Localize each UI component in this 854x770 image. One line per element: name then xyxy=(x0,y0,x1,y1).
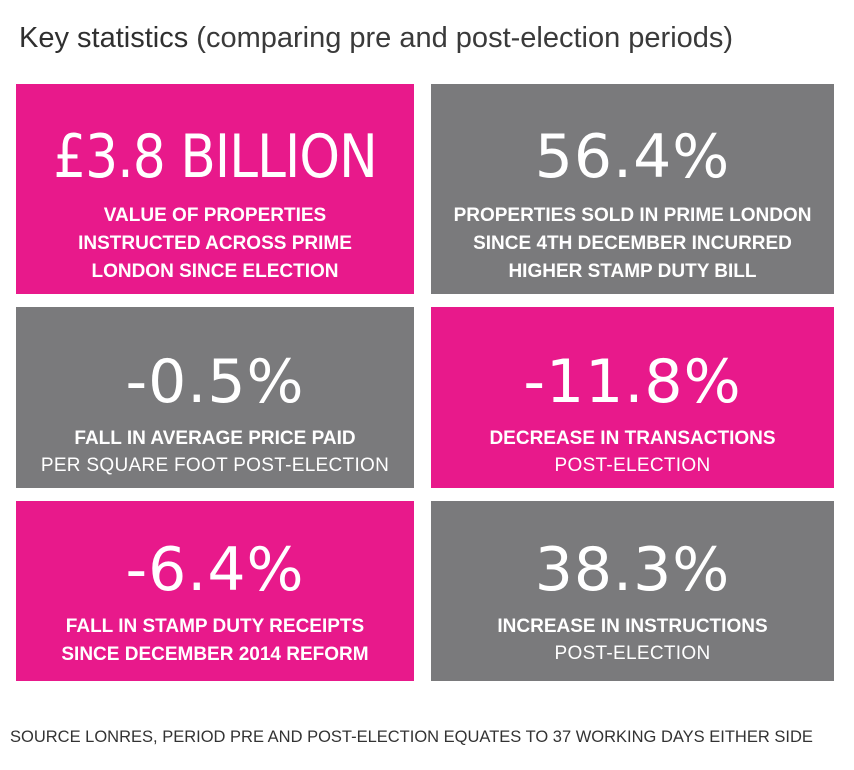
stat-description-line: FALL IN AVERAGE PRICE PAID xyxy=(74,428,356,449)
stat-description-line: SINCE DECEMBER 2014 REFORM xyxy=(61,644,369,665)
stat-description-line: INSTRUCTED ACROSS PRIME xyxy=(78,233,352,254)
stat-description-line: LONDON SINCE ELECTION xyxy=(91,261,339,282)
stat-description-subline: POST-ELECTION xyxy=(554,643,711,664)
stat-description-line: DECREASE IN TRANSACTIONS xyxy=(489,428,776,449)
stat-value: 56.4% xyxy=(534,122,731,192)
stat-tile-property-value: £3.8 BILLION VALUE OF PROPERTIES INSTRUC… xyxy=(16,84,414,294)
stat-description-line: PROPERTIES SOLD IN PRIME LONDON xyxy=(453,205,812,226)
page-title-main: Key statistics xyxy=(19,22,189,54)
page-title: Key statistics (comparing pre and post-e… xyxy=(19,18,733,58)
stat-value: £3.8 BILLION xyxy=(53,122,377,192)
stat-value: -0.5% xyxy=(125,347,305,417)
page-title-subtitle: (comparing pre and post-election periods… xyxy=(196,22,734,54)
stat-tile-instructions: 38.3% INCREASE IN INSTRUCTIONS POST-ELEC… xyxy=(431,501,834,681)
stat-value: -11.8% xyxy=(523,347,742,417)
stat-description-line: INCREASE IN INSTRUCTIONS xyxy=(497,616,768,637)
stat-tile-transactions: -11.8% DECREASE IN TRANSACTIONS POST-ELE… xyxy=(431,307,834,488)
stat-tile-price-per-sqft: -0.5% FALL IN AVERAGE PRICE PAID PER SQU… xyxy=(16,307,414,488)
stat-value: -6.4% xyxy=(125,535,305,605)
stat-description-subline: POST-ELECTION xyxy=(554,455,711,476)
stat-tile-higher-stamp-duty: 56.4% PROPERTIES SOLD IN PRIME LONDON SI… xyxy=(431,84,834,294)
stat-tile-stamp-duty-receipts: -6.4% FALL IN STAMP DUTY RECEIPTS SINCE … xyxy=(16,501,414,681)
stat-description-line: FALL IN STAMP DUTY RECEIPTS xyxy=(65,616,365,637)
stat-value: 38.3% xyxy=(534,535,731,605)
stat-description-line: SINCE 4TH DECEMBER INCURRED xyxy=(473,233,792,254)
stat-description-subline: PER SQUARE FOOT POST-ELECTION xyxy=(40,455,390,476)
stat-description-line: VALUE OF PROPERTIES xyxy=(103,205,327,226)
source-note: SOURCE LONRES, PERIOD PRE AND POST-ELECT… xyxy=(10,728,813,746)
stat-description-line: HIGHER STAMP DUTY BILL xyxy=(508,261,757,282)
